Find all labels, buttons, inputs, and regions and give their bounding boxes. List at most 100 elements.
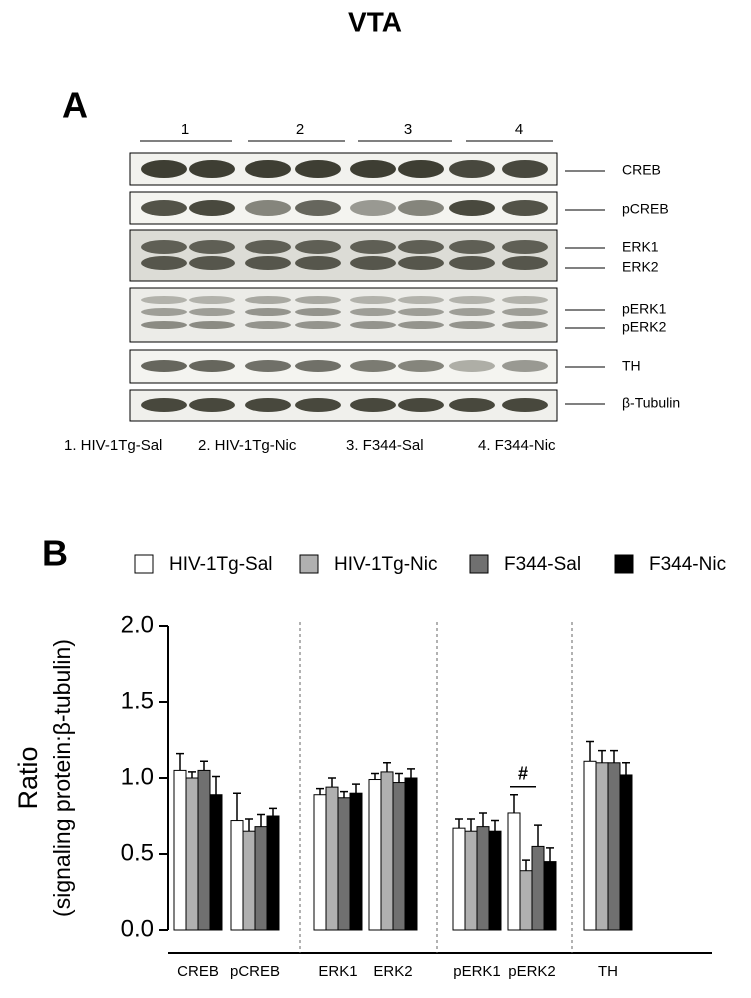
- blot-band: [398, 308, 444, 316]
- x-tick-label: CREB: [177, 963, 219, 980]
- bar: [230, 820, 244, 931]
- blot-panel: [129, 287, 558, 343]
- blot-band: [449, 296, 495, 304]
- error-bar: [546, 847, 554, 862]
- blot-band: [350, 398, 396, 412]
- blot-band: [189, 296, 235, 304]
- protein-label: pERK2: [622, 319, 667, 335]
- y-tick-label: 0.5: [121, 839, 154, 866]
- x-tick-label: pERK1: [453, 963, 501, 980]
- panel-label: B: [42, 533, 68, 574]
- bar: [197, 769, 211, 931]
- legend-swatch: [469, 554, 489, 574]
- x-tick-label: pERK2: [508, 963, 556, 980]
- blot-band: [398, 200, 444, 216]
- error-bar: [467, 818, 475, 832]
- blot-band: [398, 321, 444, 329]
- blot-band: [350, 296, 396, 304]
- blot-band: [141, 398, 187, 412]
- blot-band: [398, 240, 444, 254]
- western-blot: 1 2 3 4 CREB pCREB ERK1 ERK2 pERK1 pERK2 TH β-Tubul…: [64, 121, 680, 454]
- error-bar: [395, 772, 403, 783]
- bar: [254, 826, 268, 931]
- lane-label: 1: [181, 121, 189, 138]
- error-bar: [200, 760, 208, 771]
- blot-band: [449, 360, 495, 372]
- blot-band: [398, 360, 444, 372]
- blot-band: [350, 360, 396, 372]
- error-bar: [352, 783, 360, 794]
- bar: [325, 786, 339, 931]
- blot-band: [295, 200, 341, 216]
- blot-band: [141, 240, 187, 254]
- bar: [209, 794, 223, 931]
- blot-band: [245, 308, 291, 316]
- blot-band: [295, 398, 341, 412]
- blot-band: [502, 200, 548, 216]
- blot-band: [350, 240, 396, 254]
- blot-band: [189, 308, 235, 316]
- blot-band: [449, 256, 495, 270]
- group-label: 1. HIV-1Tg-Sal: [64, 437, 162, 454]
- bar: [519, 870, 533, 931]
- protein-label: ERK1: [622, 239, 659, 255]
- bar: [452, 827, 466, 931]
- blot-band: [398, 160, 444, 178]
- blot-band: [449, 200, 495, 216]
- legend-label: HIV-1Tg-Nic: [334, 554, 437, 575]
- x-tick-label: ERK1: [318, 963, 357, 980]
- group-label: 2. HIV-1Tg-Nic: [198, 437, 297, 454]
- error-bar: [269, 807, 277, 816]
- blot-band: [350, 160, 396, 178]
- blot-band: [449, 308, 495, 316]
- lane-label: 2: [296, 121, 304, 138]
- blot-band: [141, 256, 187, 270]
- bar: [619, 774, 633, 931]
- error-bar: [257, 813, 265, 827]
- group-label: 4. F344-Nic: [478, 437, 556, 454]
- blot-band: [295, 296, 341, 304]
- blot-band: [502, 296, 548, 304]
- blot-band: [295, 256, 341, 270]
- blot-band: [245, 160, 291, 178]
- y-tick-label: 0.0: [121, 915, 154, 942]
- blot-band: [502, 256, 548, 270]
- error-bar: [622, 762, 630, 775]
- blot-band: [502, 398, 548, 412]
- blot-band: [245, 321, 291, 329]
- protein-label: pERK1: [622, 301, 667, 317]
- blot-band: [189, 160, 235, 178]
- error-bar: [316, 787, 324, 795]
- blot-band: [449, 160, 495, 178]
- bar: [185, 777, 199, 931]
- blot-band: [189, 360, 235, 372]
- bar: [507, 812, 521, 931]
- blot-band: [295, 308, 341, 316]
- protein-label: pCREB: [622, 201, 669, 217]
- error-bar: [371, 772, 379, 780]
- blot-band: [141, 321, 187, 329]
- blot-band: [398, 256, 444, 270]
- error-bar: [522, 859, 530, 871]
- error-bar: [233, 792, 241, 821]
- blot-band: [245, 256, 291, 270]
- bar: [173, 769, 187, 931]
- blot-band: [189, 321, 235, 329]
- bar: [464, 830, 478, 931]
- protein-label: TH: [622, 358, 641, 374]
- figure-title: VTA: [348, 6, 402, 37]
- blot-panel: [129, 229, 558, 282]
- error-bar: [586, 740, 594, 762]
- legend-swatch: [299, 554, 319, 574]
- annotation: #: [518, 763, 528, 783]
- x-tick-label: ERK2: [373, 963, 412, 980]
- bar: [242, 830, 256, 931]
- blot-band: [449, 240, 495, 254]
- y-axis-subtitle: (signaling protein:β-tubulin): [49, 639, 75, 917]
- legend-swatch: [134, 554, 154, 574]
- bar: [583, 760, 597, 931]
- bar: [380, 771, 394, 931]
- bar: [392, 782, 406, 931]
- bar: [266, 815, 280, 931]
- blot-band: [295, 321, 341, 329]
